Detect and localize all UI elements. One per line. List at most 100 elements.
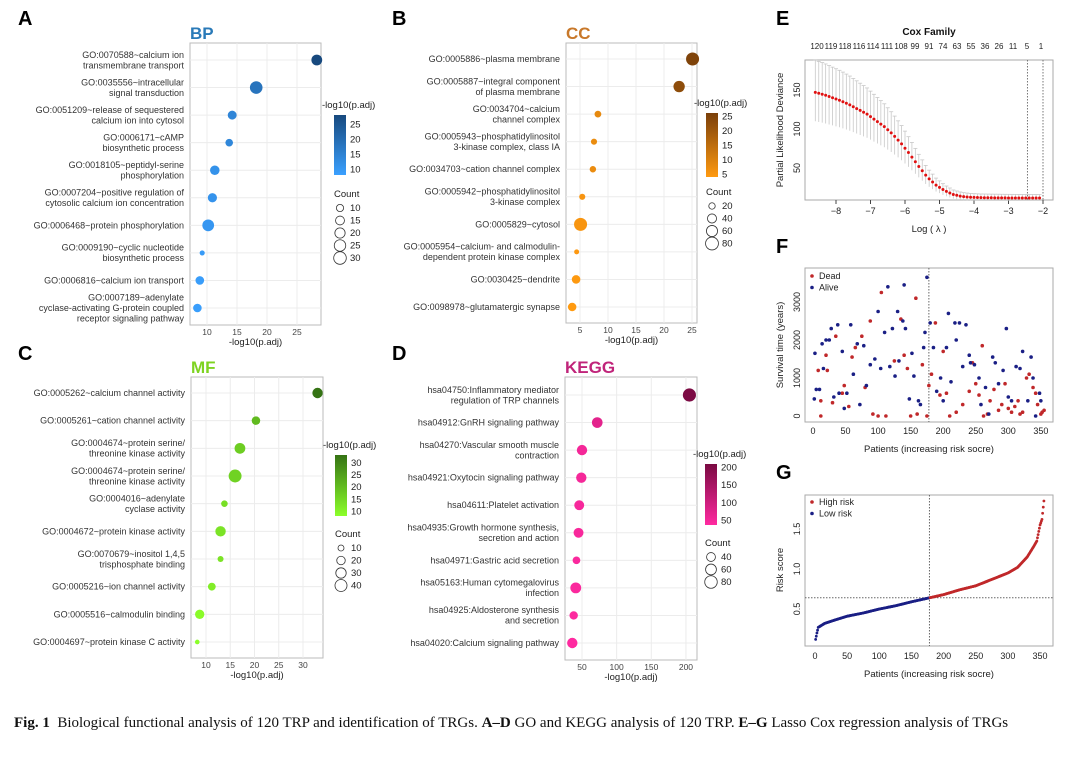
deviance-point <box>1038 196 1042 200</box>
dead-point <box>853 345 858 350</box>
size-legend-label: 20 <box>351 556 362 567</box>
color-legend-tick: 15 <box>722 141 733 152</box>
caption-fig-number: Fig. 1 <box>14 715 50 731</box>
term-dot <box>312 387 323 399</box>
size-legend-circle <box>706 225 718 237</box>
deviance-point <box>1013 196 1017 200</box>
alive-point <box>986 412 991 416</box>
deviance-point <box>993 196 997 200</box>
dead-point <box>1006 406 1011 411</box>
term-dot <box>567 302 577 312</box>
alive-point <box>944 345 949 350</box>
term-dot <box>569 611 578 620</box>
dead-point <box>1042 408 1046 413</box>
legend-label-alive: Alive <box>819 283 839 293</box>
term-dot <box>215 526 226 537</box>
x-tick-label: −4 <box>969 206 979 216</box>
top-tick-label: 118 <box>839 42 852 51</box>
dead-point <box>996 408 1001 413</box>
x-tick-label: 200 <box>936 426 951 436</box>
y-tick-label: 50 <box>792 163 802 173</box>
term-dot <box>195 609 205 619</box>
term-dot <box>590 138 598 145</box>
size-legend-label: 20 <box>350 228 361 239</box>
x-tick-label: 30 <box>298 660 308 670</box>
term-dot <box>576 472 587 483</box>
alive-point <box>979 402 983 407</box>
alive-point <box>882 330 887 335</box>
alive-point <box>1014 364 1018 369</box>
dead-point <box>879 290 884 295</box>
alive-point <box>837 391 841 396</box>
color-legend-title: -log10(p.adj) <box>694 98 747 109</box>
x-tick-label: 20 <box>659 325 669 335</box>
high-risk-point <box>1035 539 1039 543</box>
deviance-point <box>979 196 983 200</box>
dead-point <box>999 402 1004 407</box>
alive-point <box>893 374 897 378</box>
deviance-point <box>858 108 862 112</box>
color-legend-tick: 25 <box>722 111 733 122</box>
alive-point <box>1006 395 1011 399</box>
deviance-point <box>920 169 924 173</box>
top-tick-label: 116 <box>853 42 866 51</box>
dead-point <box>973 381 978 386</box>
low-risk-point <box>816 628 819 632</box>
deviance-point <box>1020 196 1024 200</box>
alive-point <box>928 321 932 325</box>
legend-marker-alive <box>810 285 814 290</box>
x-tick-label: 50 <box>577 662 587 672</box>
x-tick-label: 10 <box>603 325 613 335</box>
alive-point <box>902 283 906 287</box>
panel-label-c: C <box>18 343 33 365</box>
deviance-point <box>841 100 845 104</box>
size-legend-circle <box>708 202 716 210</box>
size-legend-circle <box>704 575 718 589</box>
panel-label-a: A <box>18 8 33 30</box>
color-legend-tick: 20 <box>351 482 362 493</box>
x-tick-label: 100 <box>872 651 887 661</box>
color-legend-tick: 25 <box>350 120 361 131</box>
top-tick-label: 74 <box>939 42 948 51</box>
dead-point <box>980 343 985 348</box>
dead-point <box>1009 410 1014 415</box>
alive-point <box>954 338 959 342</box>
x-tick-label: 20 <box>262 327 272 337</box>
size-legend-circle <box>335 215 345 226</box>
deviance-point <box>910 155 914 159</box>
alive-point <box>1001 368 1005 373</box>
term-dot <box>199 250 205 256</box>
x-tick-label: 15 <box>631 325 641 335</box>
deviance-point <box>906 151 910 155</box>
term-label: GO:0030425~dendrite <box>471 274 560 284</box>
term-dot <box>574 249 580 255</box>
alive-point <box>925 275 929 280</box>
term-dot <box>573 527 584 538</box>
alive-point <box>903 326 908 331</box>
dead-point <box>938 393 942 397</box>
alive-point <box>912 374 916 378</box>
term-label: hsa05163:Human cytomegalovirus infection <box>420 578 559 599</box>
deviance-point <box>972 195 976 199</box>
dead-point <box>905 366 910 371</box>
top-tick-label: 120 <box>810 42 824 51</box>
term-dot <box>567 637 578 649</box>
alive-point <box>890 326 895 331</box>
term-label: GO:0005262~calcium channel activity <box>34 388 186 398</box>
x-tick-label: 25 <box>292 327 302 337</box>
alive-point <box>1009 399 1014 403</box>
size-legend-circle <box>337 544 345 552</box>
color-legend-tick: 200 <box>721 462 737 473</box>
alive-point <box>949 380 953 384</box>
color-legend-tick: 150 <box>721 480 737 491</box>
alive-point <box>918 402 923 407</box>
term-label: GO:0034704~calcium channel complex <box>473 104 561 125</box>
alive-point <box>832 395 836 399</box>
term-dot <box>221 500 228 507</box>
term-label: GO:0070679~inositol 1,4,5 trisphosphate b… <box>78 549 185 570</box>
top-tick-label: 114 <box>867 42 880 51</box>
term-label: hsa04270:Vascular smooth muscle contracti… <box>420 440 559 461</box>
alive-point <box>1026 399 1030 403</box>
term-dot <box>194 639 200 645</box>
deviance-point <box>817 91 821 95</box>
